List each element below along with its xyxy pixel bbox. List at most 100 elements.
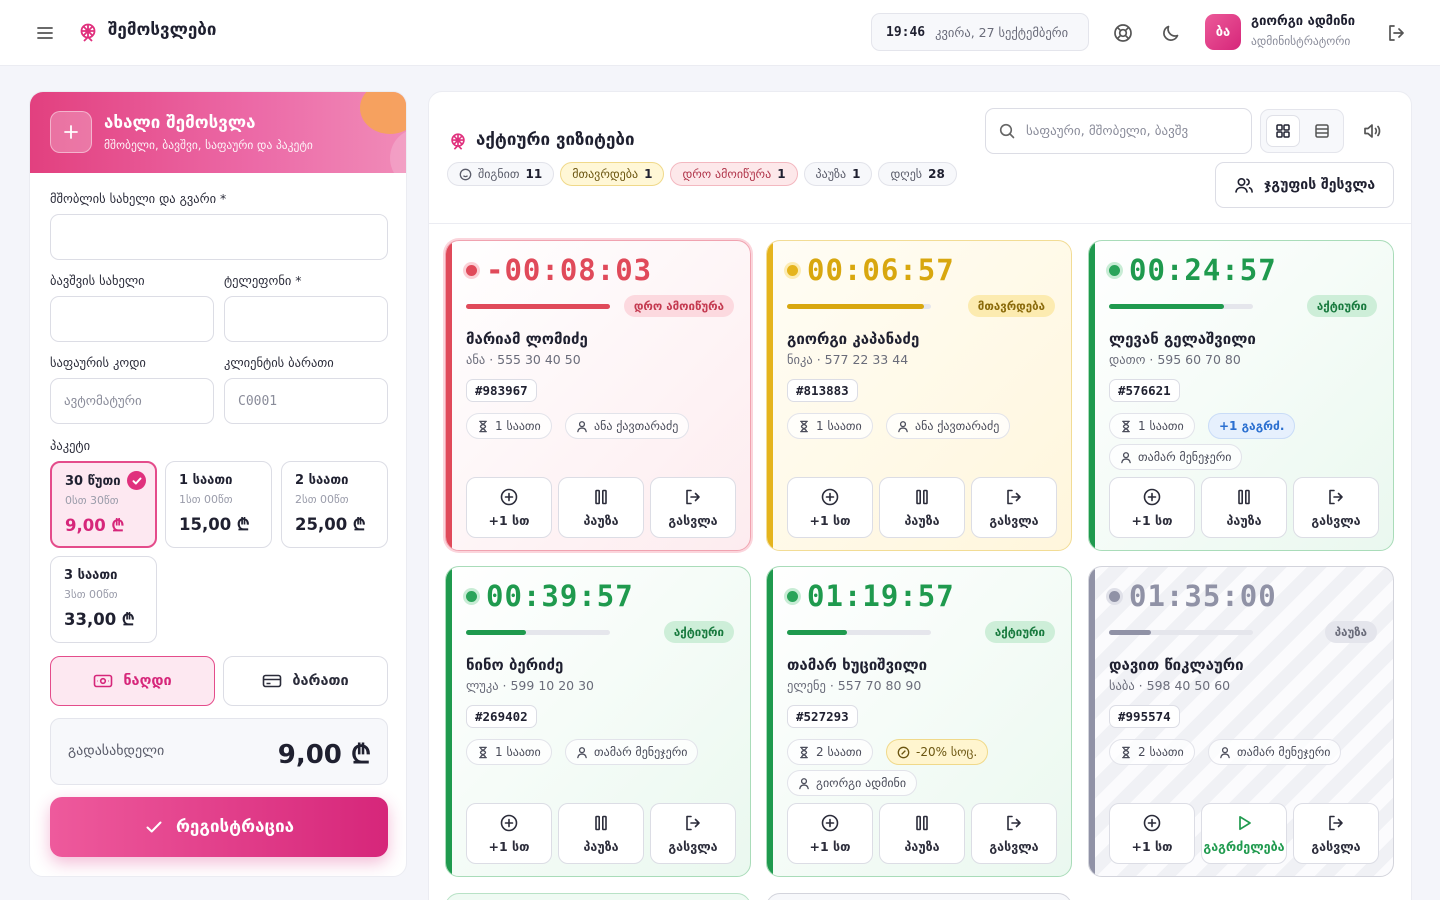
pause-label: პაუზა (904, 513, 940, 528)
status-badge: აქტიური (984, 621, 1055, 643)
child-and-phone: ლუკა · 599 10 20 30 (466, 678, 594, 693)
stat-today[interactable]: დღეს 28 (878, 162, 957, 186)
grid-view-icon[interactable] (1266, 115, 1300, 147)
plus-icon (50, 111, 92, 153)
dark-mode-moon-icon[interactable] (1160, 22, 1182, 44)
pause-button[interactable]: პაუზა (1201, 477, 1287, 538)
locker-code: #576621 (1109, 379, 1180, 402)
locker-code-label: საფაურის კოდი (50, 355, 146, 370)
resume-button[interactable]: გაგრძელება (1201, 803, 1287, 864)
checkout-label: გასვლა (668, 839, 718, 854)
duration-chip: 1 საათი (466, 739, 552, 765)
stat-ending[interactable]: მთავრდება 1 (560, 162, 665, 186)
pause-button[interactable]: პაუზა (558, 477, 644, 538)
logout-icon[interactable] (1385, 22, 1407, 44)
group-entry-button[interactable]: ჯგუფის შესვლა (1215, 162, 1394, 208)
divider (429, 223, 1411, 224)
hourglass-icon (798, 420, 810, 433)
user-avatar[interactable]: ბა (1205, 14, 1241, 50)
time-progress-bar (466, 630, 610, 635)
check-icon (144, 817, 164, 837)
hourglass-icon (1120, 746, 1132, 759)
checkout-label: გასვლა (1311, 513, 1361, 528)
visit-card[interactable]: 00:24:57 აქტიური ლევან გელაშვილი დათო · 595… (1088, 240, 1394, 551)
stat-expired[interactable]: დრო ამოიწურა 1 (670, 162, 798, 186)
status-badge: პაუზა (1324, 621, 1377, 643)
visit-card[interactable]: 00:06:57 მთავრდება გიორგი კაპანაძე ნიკა · 5… (766, 240, 1072, 551)
package-duration: 0სთ 30წთ (65, 494, 119, 507)
stat-label: შიგნით (478, 167, 520, 181)
package-option-1h[interactable]: 1 საათი 1სთ 00წთ 15,00 ₾ (165, 461, 272, 548)
child-and-phone: ნიკა · 577 22 33 44 (787, 352, 909, 367)
checkout-button[interactable]: გასვლა (650, 477, 736, 538)
pause-button[interactable]: პაუზა (879, 477, 965, 538)
visit-card[interactable]: 01:19:57 აქტიური თამარ ხუციშვილი ელენე · 55… (766, 566, 1072, 877)
visit-card[interactable]: 01:35:00 პაუზა დავით წიკლაური საბა · 598 40… (1088, 566, 1394, 877)
register-button[interactable]: რეგისტრაცია (50, 797, 388, 857)
total-due: გადასახდელი 9,00 ₾ (50, 718, 388, 785)
clock-time: 19:46 (886, 24, 926, 40)
add-hour-button[interactable]: +1 სთ (466, 803, 552, 864)
package-option-2h[interactable]: 2 საათი 2სთ 00წთ 25,00 ₾ (281, 461, 388, 548)
pay-card-label: ბარათი (292, 673, 349, 689)
package-name: 1 საათი (179, 473, 233, 488)
progress-fill (787, 304, 924, 309)
checkout-button[interactable]: გასვლა (971, 477, 1057, 538)
package-name: 2 საათი (295, 473, 349, 488)
search-input[interactable]: საფაური, მშობელი, ბავშვ (985, 108, 1252, 154)
status-badge: აქტიური (1306, 295, 1377, 317)
user-icon (576, 746, 588, 759)
pause-button[interactable]: პაუზა (879, 803, 965, 864)
add-hour-button[interactable]: +1 სთ (787, 803, 873, 864)
package-option-3h[interactable]: 3 საათი 3სთ 00წთ 33,00 ₾ (50, 556, 157, 643)
countdown-timer: 01:35:00 (1129, 579, 1277, 613)
add-hour-button[interactable]: +1 სთ (1109, 477, 1195, 538)
exit-icon (1326, 487, 1346, 507)
add-hour-label: +1 სთ (488, 513, 530, 528)
checkout-button[interactable]: გასვლა (971, 803, 1057, 864)
parent-name: გიორგი კაპანაძე (787, 330, 920, 348)
new-entry-subtitle: მშობელი, ბავშვი, საფაური და პაკეტი (104, 138, 313, 152)
locker-code-input[interactable]: ავტომატური (50, 378, 214, 424)
help-lifebuoy-icon[interactable] (1112, 22, 1134, 44)
parent-name-input[interactable] (50, 214, 388, 260)
plus-circle-icon (499, 813, 519, 833)
staff-chip: თამარ მენეჯერი (1109, 444, 1243, 470)
user-icon (576, 420, 588, 433)
package-option-30min[interactable]: 30 წუთი 0სთ 30წთ 9,00 ₾ (50, 461, 157, 548)
chip-label: გიორგი ადმინი (816, 776, 907, 790)
pause-button[interactable]: პაუზა (558, 803, 644, 864)
hourglass-icon (477, 420, 489, 433)
pay-cash-button[interactable]: ნაღდი (50, 656, 215, 706)
checkout-button[interactable]: გასვლა (1293, 477, 1379, 538)
package-duration: 1სთ 00წთ (179, 493, 233, 506)
time-progress-bar (1109, 304, 1253, 309)
pay-card-button[interactable]: ბარათი (223, 656, 388, 706)
phone-input[interactable] (224, 296, 388, 342)
menu-icon[interactable] (34, 22, 56, 44)
add-hour-label: +1 სთ (809, 513, 851, 528)
chip-label: თამარ მენეჯერი (1138, 450, 1232, 464)
checkout-button[interactable]: გასვლა (650, 803, 736, 864)
package-duration: 2სთ 00წთ (295, 493, 349, 506)
child-name-input[interactable] (50, 296, 214, 342)
package-price: 9,00 ₾ (65, 516, 125, 535)
new-entry-panel: ახალი შემოსვლა მშობელი, ბავშვი, საფაური … (29, 91, 407, 877)
total-label: გადასახდელი (68, 743, 165, 759)
add-hour-button[interactable]: +1 სთ (1109, 803, 1195, 864)
add-hour-button[interactable]: +1 სთ (466, 477, 552, 538)
visit-card[interactable]: -00:08:03 დრო ამოიწურა მარიამ ლომიძე ანა · … (445, 240, 751, 551)
stat-label: დღეს (890, 167, 923, 181)
checkout-button[interactable]: გასვლა (1293, 803, 1379, 864)
child-name-label: ბავშვის სახელი (50, 273, 145, 288)
add-hour-button[interactable]: +1 სთ (787, 477, 873, 538)
client-card-input[interactable]: C0001 (224, 378, 388, 424)
sound-icon[interactable] (1361, 120, 1383, 142)
stat-inside[interactable]: შიგნით 11 (447, 162, 555, 186)
status-stripe (1089, 241, 1095, 550)
stat-paused[interactable]: პაუზა 1 (803, 162, 873, 186)
new-entry-title: ახალი შემოსვლა (104, 113, 256, 133)
visit-card[interactable]: 00:39:57 აქტიური ნინო ბერიძე ლუკა · 599 10 … (445, 566, 751, 877)
list-view-icon[interactable] (1305, 115, 1339, 147)
user-icon (897, 420, 909, 433)
